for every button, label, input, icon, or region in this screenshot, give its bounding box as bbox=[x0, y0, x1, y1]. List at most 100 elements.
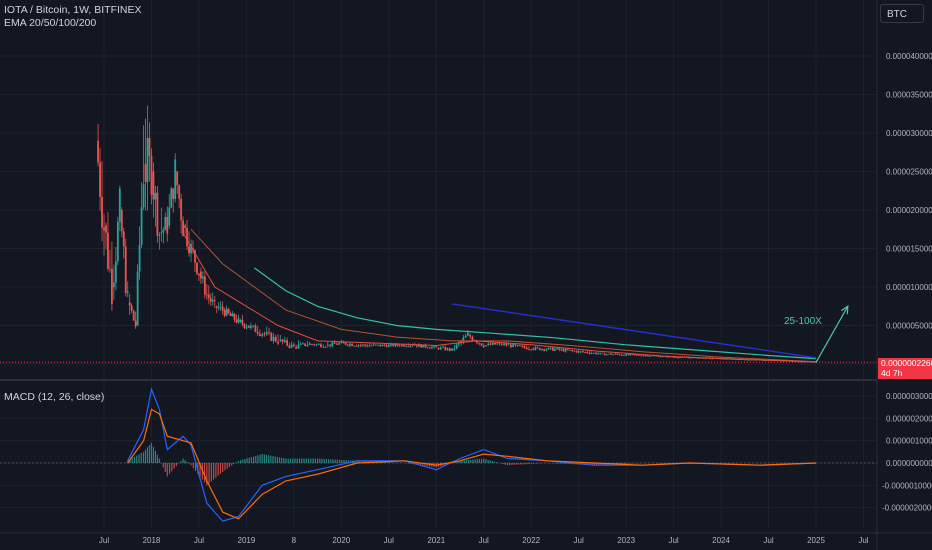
candle-body bbox=[582, 351, 584, 353]
price-pane[interactable]: 25-100X bbox=[0, 105, 877, 363]
candle-body bbox=[313, 344, 316, 346]
candle-body bbox=[180, 198, 183, 221]
candle-body bbox=[368, 345, 371, 347]
candle-body bbox=[140, 207, 143, 245]
candle-body bbox=[254, 325, 257, 333]
candle-body bbox=[268, 332, 270, 334]
candle-body bbox=[603, 353, 606, 356]
candle-body bbox=[442, 347, 444, 349]
candle-body bbox=[812, 361, 815, 363]
candle-body bbox=[200, 271, 202, 279]
x-tick-label: Jul bbox=[763, 536, 773, 545]
candle-body bbox=[362, 344, 364, 346]
candle-body bbox=[500, 343, 503, 345]
candle-body bbox=[554, 349, 556, 351]
candle-body bbox=[489, 343, 492, 345]
candle-body bbox=[166, 216, 169, 234]
x-tick-label: 2025 bbox=[807, 536, 825, 545]
ema-orange-line bbox=[190, 228, 817, 363]
x-tick-label: Jul bbox=[194, 536, 204, 545]
candle-body bbox=[103, 227, 105, 231]
candle-body bbox=[320, 344, 322, 348]
candle-body bbox=[272, 336, 275, 341]
candle-body bbox=[207, 294, 210, 299]
macd-line bbox=[127, 387, 817, 522]
candle-body bbox=[396, 344, 399, 346]
candle-body bbox=[198, 273, 200, 276]
candle-body bbox=[422, 344, 425, 348]
candle-body bbox=[571, 350, 574, 351]
macd-indicator-label: MACD (12, 26, close) bbox=[4, 391, 105, 403]
candle-body bbox=[435, 346, 438, 348]
candle-body bbox=[211, 300, 214, 302]
candle-body bbox=[353, 345, 356, 347]
candle-body bbox=[112, 282, 115, 287]
candle-body bbox=[588, 353, 591, 354]
candle-body bbox=[99, 162, 101, 197]
arrow-head bbox=[840, 305, 849, 315]
candle-body bbox=[134, 320, 137, 327]
candle-body bbox=[329, 344, 331, 347]
candle-body bbox=[575, 351, 578, 353]
candle-body bbox=[398, 345, 401, 347]
macd-pane[interactable] bbox=[0, 387, 877, 522]
candle-body bbox=[265, 332, 268, 335]
candle-body bbox=[564, 349, 567, 352]
candle-body bbox=[355, 345, 358, 347]
candle-body bbox=[122, 231, 125, 247]
candle-body bbox=[679, 357, 681, 359]
ema-red-line bbox=[182, 232, 817, 363]
candle-body bbox=[252, 325, 255, 327]
candle-body bbox=[485, 345, 487, 347]
candle-body bbox=[186, 227, 188, 247]
candle-body bbox=[595, 352, 597, 355]
candle-body bbox=[516, 345, 519, 347]
candle-body bbox=[411, 345, 414, 347]
candle-body bbox=[190, 243, 192, 254]
candle-body bbox=[464, 335, 467, 338]
candle-body bbox=[390, 344, 392, 346]
candle-body bbox=[431, 347, 433, 349]
candle-body bbox=[584, 352, 587, 353]
downtrend-line bbox=[451, 303, 817, 359]
signal-line bbox=[127, 408, 817, 520]
candle-body bbox=[636, 354, 638, 356]
candle-body bbox=[804, 361, 807, 363]
x-tick-label: 2019 bbox=[238, 536, 256, 545]
candle-body bbox=[279, 339, 282, 341]
candle-body bbox=[250, 325, 252, 328]
candle-body bbox=[357, 345, 360, 347]
candle-body bbox=[405, 346, 407, 348]
candle-body bbox=[610, 353, 612, 355]
candle-body bbox=[644, 355, 647, 357]
candle-body bbox=[372, 344, 375, 346]
candle-body bbox=[547, 347, 550, 350]
candle-body bbox=[418, 344, 420, 347]
candle-body bbox=[97, 140, 99, 163]
candle-body bbox=[590, 353, 593, 354]
macd-y-tick-label: -0.0000020000 bbox=[882, 504, 932, 513]
candle-body bbox=[324, 347, 327, 348]
candle-body bbox=[523, 346, 526, 348]
candle-body bbox=[541, 349, 543, 351]
candle-body bbox=[295, 347, 298, 349]
candle-body bbox=[302, 343, 304, 345]
candle-body bbox=[277, 341, 279, 344]
target-label: 25-100X bbox=[784, 316, 822, 327]
candle-body bbox=[381, 344, 384, 347]
candle-body bbox=[138, 244, 141, 272]
candle-body bbox=[618, 354, 621, 356]
candle-body bbox=[426, 347, 429, 349]
x-tick-label: 2024 bbox=[712, 536, 730, 545]
candle-body bbox=[342, 342, 345, 344]
candle-body bbox=[457, 342, 460, 345]
candle-body bbox=[172, 188, 175, 199]
currency-button[interactable]: BTC bbox=[880, 4, 924, 23]
candle-body bbox=[392, 344, 395, 347]
candle-body bbox=[233, 313, 236, 320]
candle-body bbox=[170, 188, 173, 208]
symbol-title: IOTA / Bitcoin, 1W, BITFINEX bbox=[4, 4, 142, 16]
